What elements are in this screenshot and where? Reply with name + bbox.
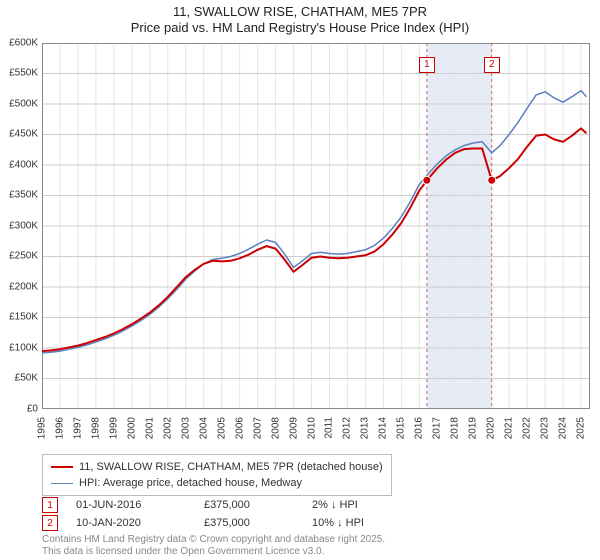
title-line-2: Price paid vs. HM Land Registry's House … bbox=[0, 20, 600, 36]
x-tick-label: 2015 bbox=[396, 417, 407, 439]
y-tick-label: £550K bbox=[9, 68, 38, 79]
y-tick-label: £200K bbox=[9, 281, 38, 292]
y-tick-label: £50K bbox=[15, 373, 38, 384]
x-tick-label: 2003 bbox=[180, 417, 191, 439]
marker-table-row: 1 01-JUN-2016 £375,000 2% ↓ HPI bbox=[42, 496, 364, 514]
x-tick-label: 2022 bbox=[522, 417, 533, 439]
x-tick-label: 2000 bbox=[126, 417, 137, 439]
x-tick-label: 2018 bbox=[450, 417, 461, 439]
y-axis-labels: £0£50K£100K£150K£200K£250K£300K£350K£400… bbox=[0, 43, 40, 409]
y-tick-label: £600K bbox=[9, 37, 38, 48]
x-tick-label: 2007 bbox=[252, 417, 263, 439]
x-tick-label: 2013 bbox=[360, 417, 371, 439]
x-tick-label: 2017 bbox=[432, 417, 443, 439]
legend: 11, SWALLOW RISE, CHATHAM, ME5 7PR (deta… bbox=[42, 454, 392, 496]
chart-container: 11, SWALLOW RISE, CHATHAM, ME5 7PR Price… bbox=[0, 0, 600, 560]
title-line-1: 11, SWALLOW RISE, CHATHAM, ME5 7PR bbox=[0, 4, 600, 20]
y-tick-label: £100K bbox=[9, 342, 38, 353]
y-tick-label: £150K bbox=[9, 312, 38, 323]
y-tick-label: £450K bbox=[9, 129, 38, 140]
callout-badge-1: 1 bbox=[419, 57, 435, 73]
x-tick-label: 2005 bbox=[216, 417, 227, 439]
x-tick-label: 2008 bbox=[270, 417, 281, 439]
y-tick-label: £300K bbox=[9, 220, 38, 231]
plot-svg bbox=[42, 43, 590, 409]
x-tick-label: 2012 bbox=[342, 417, 353, 439]
legend-swatch-2 bbox=[51, 483, 73, 484]
title-block: 11, SWALLOW RISE, CHATHAM, ME5 7PR Price… bbox=[0, 0, 600, 37]
x-tick-label: 2016 bbox=[414, 417, 425, 439]
x-tick-label: 2025 bbox=[576, 417, 587, 439]
x-tick-label: 1996 bbox=[54, 417, 65, 439]
marker-badge-1: 1 bbox=[42, 497, 58, 513]
x-tick-label: 2002 bbox=[162, 417, 173, 439]
y-tick-label: £250K bbox=[9, 251, 38, 262]
x-tick-label: 2024 bbox=[558, 417, 569, 439]
legend-row-series-1: 11, SWALLOW RISE, CHATHAM, ME5 7PR (deta… bbox=[51, 459, 383, 475]
legend-row-series-2: HPI: Average price, detached house, Medw… bbox=[51, 475, 383, 491]
x-tick-label: 2009 bbox=[288, 417, 299, 439]
marker-price: £375,000 bbox=[204, 499, 294, 511]
marker-delta: 10% ↓ HPI bbox=[312, 517, 364, 529]
footer-line-2: This data is licensed under the Open Gov… bbox=[42, 546, 385, 558]
legend-label-2: HPI: Average price, detached house, Medw… bbox=[79, 477, 302, 489]
x-tick-label: 2020 bbox=[486, 417, 497, 439]
x-tick-label: 2023 bbox=[540, 417, 551, 439]
legend-label-1: 11, SWALLOW RISE, CHATHAM, ME5 7PR (deta… bbox=[79, 461, 383, 473]
marker-badge-2: 2 bbox=[42, 515, 58, 531]
x-tick-label: 2001 bbox=[144, 417, 155, 439]
marker-table: 1 01-JUN-2016 £375,000 2% ↓ HPI 2 10-JAN-2020… bbox=[42, 496, 364, 532]
marker-date: 01-JUN-2016 bbox=[76, 499, 186, 511]
x-tick-label: 2004 bbox=[198, 417, 209, 439]
x-tick-label: 2010 bbox=[306, 417, 317, 439]
x-tick-label: 2019 bbox=[468, 417, 479, 439]
chart-area: £0£50K£100K£150K£200K£250K£300K£350K£400… bbox=[42, 43, 590, 409]
x-axis-labels: 1995199619971998199920002001200220032004… bbox=[42, 413, 590, 453]
legend-swatch-1 bbox=[51, 466, 73, 468]
marker-delta: 2% ↓ HPI bbox=[312, 499, 358, 511]
x-tick-label: 1995 bbox=[37, 417, 48, 439]
footer: Contains HM Land Registry data © Crown c… bbox=[42, 534, 385, 558]
marker-price: £375,000 bbox=[204, 517, 294, 529]
marker-date: 10-JAN-2020 bbox=[76, 517, 186, 529]
y-tick-label: £350K bbox=[9, 190, 38, 201]
marker-table-row: 2 10-JAN-2020 £375,000 10% ↓ HPI bbox=[42, 514, 364, 532]
x-tick-label: 1997 bbox=[72, 417, 83, 439]
y-tick-label: £500K bbox=[9, 98, 38, 109]
y-tick-label: £400K bbox=[9, 159, 38, 170]
x-tick-label: 2014 bbox=[378, 417, 389, 439]
y-tick-label: £0 bbox=[27, 403, 38, 414]
x-tick-label: 2006 bbox=[234, 417, 245, 439]
footer-line-1: Contains HM Land Registry data © Crown c… bbox=[42, 534, 385, 546]
x-tick-label: 2021 bbox=[504, 417, 515, 439]
callout-badge-2: 2 bbox=[484, 57, 500, 73]
x-tick-label: 1999 bbox=[108, 417, 119, 439]
x-tick-label: 1998 bbox=[90, 417, 101, 439]
x-tick-label: 2011 bbox=[324, 417, 335, 439]
